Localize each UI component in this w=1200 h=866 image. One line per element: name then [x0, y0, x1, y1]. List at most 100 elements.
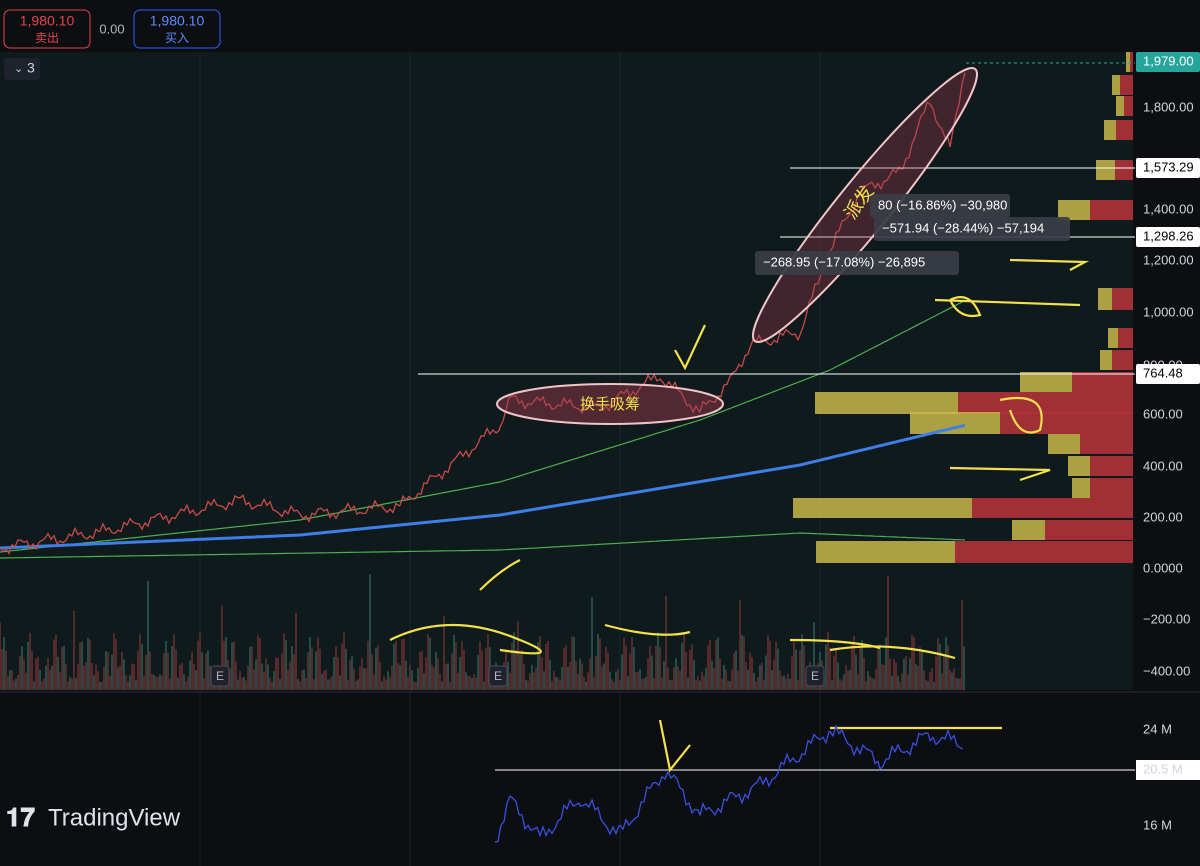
annotation: 换手吸筹	[580, 396, 640, 413]
profile-yellow	[1100, 350, 1112, 370]
hand-drawing	[674, 324, 706, 371]
price-badge	[1136, 52, 1200, 72]
profile-red	[958, 392, 1133, 414]
profile-red	[972, 498, 1133, 518]
indicator-line	[494, 724, 964, 843]
price-axis-label: 400.00	[1143, 458, 1183, 473]
profile-red	[1045, 520, 1133, 540]
profile-red	[1080, 434, 1133, 454]
measure-label: 80 (−16.86%) −30,980	[878, 197, 1007, 212]
annotation-ellipse	[496, 383, 724, 425]
profile-yellow	[1104, 120, 1116, 140]
indicator-axis-label: 20.5 M	[1143, 761, 1183, 776]
indicator-axis-label: 16 M	[1143, 817, 1172, 832]
indicator-badge	[1136, 760, 1200, 780]
hand-drawing	[949, 296, 982, 318]
hand-drawing	[829, 645, 956, 660]
price-axis-label: 600.00	[1143, 406, 1183, 421]
price-badge-label: 764.48	[1143, 365, 1183, 380]
profile-yellow	[1068, 456, 1090, 476]
earnings-label: E	[494, 669, 502, 683]
profile-red	[1090, 478, 1133, 498]
profile-yellow	[816, 541, 955, 563]
profile-yellow	[815, 392, 958, 414]
profile-yellow	[1108, 328, 1118, 348]
earnings-marker	[210, 665, 230, 687]
earnings-label: E	[811, 669, 819, 683]
measure-box	[870, 194, 1010, 218]
chart-pane	[0, 52, 1133, 690]
earnings-label: E	[216, 669, 224, 683]
earnings-marker	[488, 665, 508, 687]
profile-red	[1120, 75, 1133, 95]
hand-drawing	[604, 623, 691, 636]
profile-yellow	[1126, 52, 1130, 72]
hand-drawing	[389, 623, 542, 655]
ma-lower	[0, 532, 966, 559]
sell-label: 卖出	[35, 31, 59, 45]
price-axis-label: 1,400.00	[1143, 201, 1194, 216]
measure-label: −571.94 (−28.44%) −57,194	[882, 220, 1044, 235]
price	[0, 72, 966, 555]
buy-price: 1,980.10	[150, 13, 205, 29]
collapse-button[interactable]	[4, 58, 40, 80]
measure-box	[874, 217, 1070, 241]
measure-label: −268.95 (−17.08%) −26,895	[763, 254, 925, 269]
profile-red	[1090, 456, 1133, 476]
hand-drawing	[479, 559, 521, 591]
profile-red	[1112, 288, 1133, 310]
price-badge-label: 1,979.00	[1143, 53, 1194, 68]
profile-yellow	[1098, 288, 1112, 310]
price-axis-label: 1,000.00	[1143, 304, 1194, 319]
profile-red	[1118, 328, 1133, 348]
price-axis-label: 1,200.00	[1143, 252, 1194, 267]
price-badge	[1136, 364, 1200, 384]
sell-button[interactable]	[3, 9, 91, 49]
profile-red	[1130, 52, 1133, 72]
profile-yellow	[1012, 520, 1045, 540]
sell-price: 1,980.10	[20, 13, 75, 29]
profile-yellow	[910, 412, 1000, 434]
ma-blue	[0, 423, 966, 550]
profile-red	[1124, 96, 1133, 116]
profile-yellow	[1048, 434, 1080, 454]
price-badge	[1136, 227, 1200, 247]
price-badge-label: 1,298.26	[1143, 228, 1194, 243]
profile-red	[1112, 350, 1133, 370]
measure-box	[755, 251, 959, 275]
profile-yellow	[793, 498, 972, 518]
price-axis-label: 1,800.00	[1143, 99, 1194, 114]
toolbar: 1,980.10 卖出 0.00 1,980.10 买入 ⌄ 3	[3, 9, 221, 80]
profile-red	[1116, 120, 1133, 140]
profile-yellow	[1072, 478, 1090, 498]
price-badge	[1136, 158, 1200, 178]
profile-yellow	[1058, 200, 1090, 220]
hand-drawing	[949, 466, 1051, 482]
profile-red	[1072, 372, 1133, 392]
indicator-axis-label: 24 M	[1143, 721, 1172, 736]
profile-yellow	[1116, 96, 1124, 116]
hand-drawing	[658, 719, 691, 773]
profile-red	[1115, 160, 1133, 180]
hand-drawing	[934, 298, 1081, 307]
price-axis-label: −200.00	[1143, 611, 1190, 626]
profile-red	[1000, 412, 1133, 434]
chevron: ⌄	[14, 63, 23, 75]
profile-red	[1090, 200, 1133, 220]
price-axis-label: 0.0000	[1143, 560, 1183, 575]
interval: 3	[27, 60, 35, 76]
buy-button[interactable]	[133, 9, 221, 49]
profile-yellow	[1096, 160, 1115, 180]
profile-yellow	[1112, 75, 1120, 95]
logo-text: TradingView	[48, 804, 181, 831]
profile-red	[955, 541, 1133, 563]
price-axis-label: −400.00	[1143, 663, 1190, 678]
hand-drawing	[999, 396, 1043, 434]
buy-label: 买入	[165, 31, 189, 45]
price-badge-label: 1,573.29	[1143, 159, 1194, 174]
spread: 0.00	[99, 21, 124, 36]
price-axis-label: 200.00	[1143, 509, 1183, 524]
logo-mark: 𝟏𝟕	[6, 802, 35, 832]
